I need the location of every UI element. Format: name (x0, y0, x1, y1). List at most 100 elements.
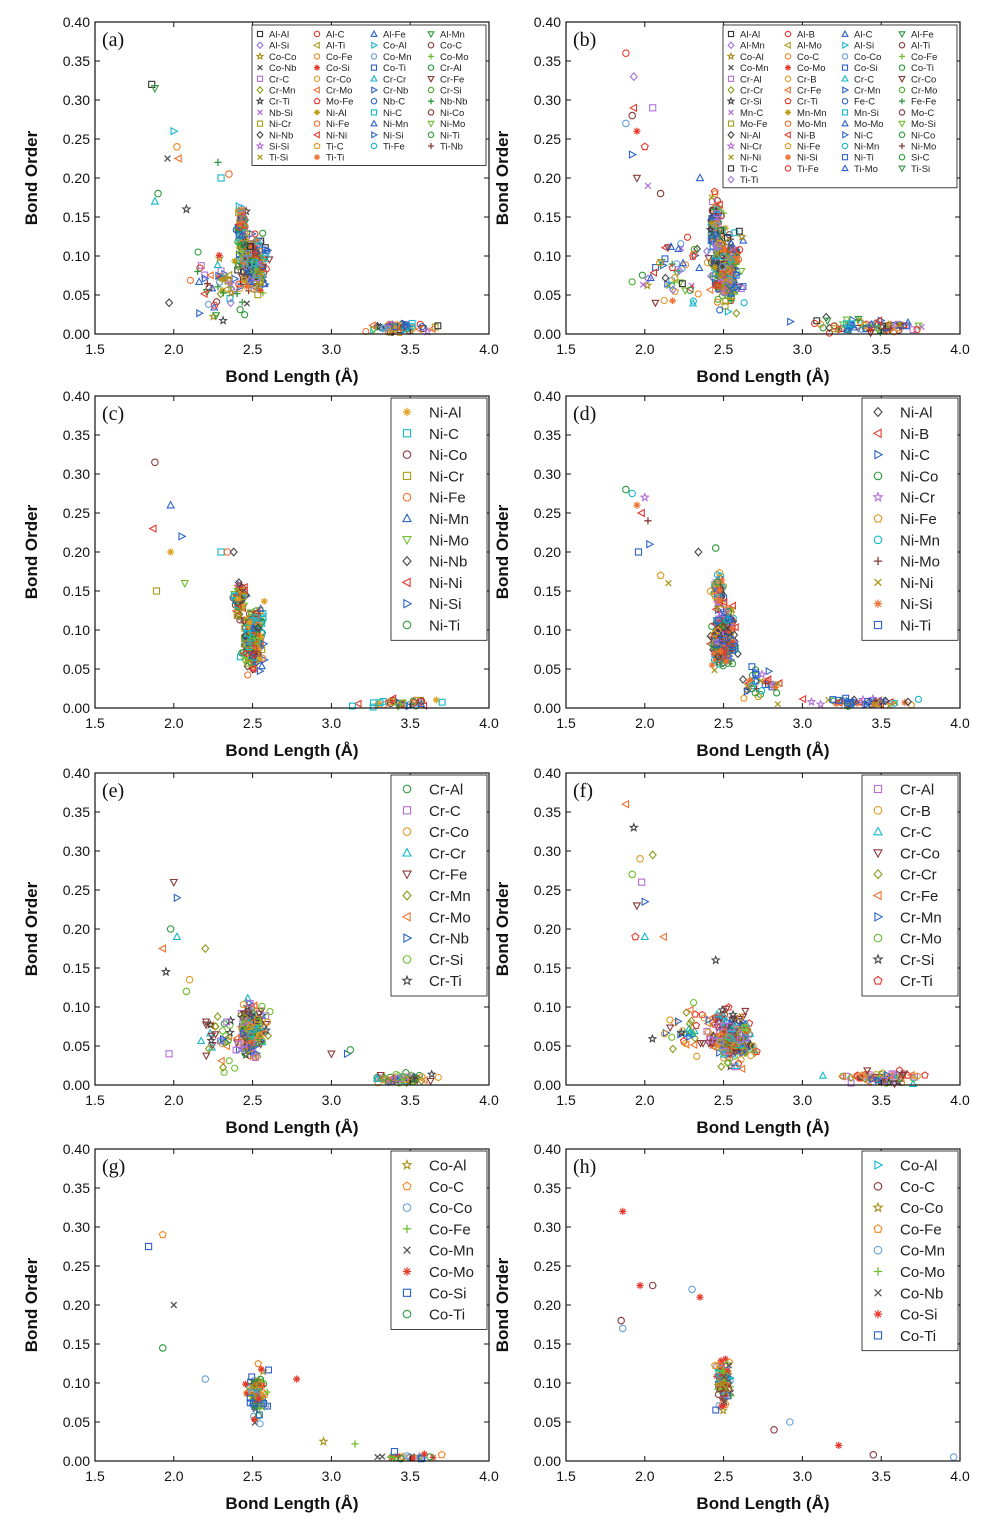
data-point (631, 932, 640, 941)
legend-label: Ni-Fe (429, 490, 466, 507)
legend-label: Cr-B (900, 803, 931, 820)
legend-label: Ti-Mo (854, 164, 878, 175)
data-point (386, 1453, 394, 1461)
data-point (696, 1293, 704, 1301)
data-point (218, 315, 228, 325)
legend-marker (370, 109, 378, 116)
data-point (241, 634, 248, 642)
legend-marker (402, 1224, 412, 1234)
data-point (218, 1027, 227, 1035)
y-tick-label: 0.00 (63, 1453, 90, 1469)
data-point (651, 299, 660, 308)
legend-label: Cr-Ti (900, 973, 933, 990)
y-tick-label: 0.40 (534, 1141, 561, 1157)
data-point (871, 701, 879, 708)
data-point (730, 1040, 739, 1050)
data-point (908, 1079, 918, 1087)
data-point (255, 1031, 264, 1039)
legend: Cr-Al Cr-B Cr-C Cr-Co Cr-Cr Cr-Fe Cr-Mn Cr-Mo Cr… (861, 774, 959, 997)
legend-marker (402, 536, 412, 546)
x-tick-label: 1.5 (556, 1092, 576, 1108)
data-point (194, 277, 204, 285)
data-point (786, 1418, 794, 1426)
data-point (181, 203, 192, 214)
legend-marker (427, 131, 435, 139)
data-point (688, 298, 698, 307)
data-point (224, 270, 233, 280)
data-point (243, 993, 252, 1002)
legend-label: Cr-Cr (900, 867, 937, 884)
data-point (386, 699, 395, 708)
data-point (246, 999, 254, 1007)
x-axis-title: Bond Length (Å) (225, 1494, 358, 1513)
x-tick-label: 3.0 (793, 1092, 813, 1108)
data-point (260, 597, 268, 605)
y-tick-label: 0.30 (63, 843, 90, 859)
legend-label: Ni-B (900, 426, 929, 443)
data-point (715, 660, 723, 668)
data-point (727, 1028, 737, 1038)
data-point (725, 278, 734, 288)
data-point (856, 1074, 864, 1082)
data-point (728, 1009, 738, 1019)
data-point (398, 699, 407, 708)
legend-marker (872, 1201, 884, 1213)
legend-marker (898, 75, 906, 83)
data-point (244, 659, 252, 667)
data-point (720, 1017, 730, 1026)
y-tick-label: 0.25 (63, 1258, 90, 1274)
x-axis-title: Bond Length (Å) (225, 741, 358, 760)
x-tick-label: 4.0 (950, 1468, 970, 1484)
legend-label: Co-Co (429, 1200, 472, 1217)
y-tick-label: 0.00 (534, 1453, 561, 1469)
data-point (758, 687, 766, 695)
data-point (236, 306, 244, 314)
data-point (253, 280, 264, 291)
data-point (245, 277, 255, 285)
data-point (724, 1050, 733, 1058)
x-tick-label: 2.5 (243, 1468, 263, 1484)
data-point (260, 1400, 268, 1407)
data-point (822, 312, 831, 322)
y-tick-label: 0.05 (63, 287, 90, 303)
data-point (737, 1013, 745, 1021)
data-point (864, 697, 872, 705)
y-tick-label: 0.25 (534, 882, 561, 898)
x-tick-label: 3.0 (322, 1092, 342, 1108)
data-point (731, 623, 739, 632)
legend-marker (873, 1245, 883, 1255)
data-point (164, 298, 174, 308)
legend-marker (783, 86, 791, 94)
legend-label: Cr-Al (440, 63, 462, 74)
legend-label: Al-Fe (383, 30, 406, 41)
legend-marker (402, 471, 412, 481)
y-tick-label: 0.40 (534, 388, 561, 404)
data-point (251, 1054, 259, 1061)
data-point (150, 196, 160, 205)
data-point (622, 49, 630, 57)
data-point (236, 250, 245, 259)
data-point (646, 273, 655, 282)
legend-marker (402, 806, 412, 815)
legend-marker (785, 64, 791, 71)
legend-label: Ni-Cr (429, 468, 464, 485)
data-point (638, 271, 646, 279)
legend-marker (898, 165, 906, 173)
legend-label: Ni-Si (429, 596, 462, 613)
data-point (723, 1367, 731, 1375)
legend-marker (314, 154, 320, 161)
legend-label: Cr-C (269, 74, 289, 85)
data-point (293, 1375, 301, 1383)
data-point (185, 975, 194, 984)
legend-label: Cr-Co (429, 824, 469, 841)
data-point (772, 683, 780, 691)
y-tick-label: 0.25 (534, 131, 561, 147)
data-point (903, 317, 913, 326)
data-point (949, 1453, 958, 1461)
data-point (165, 1050, 173, 1058)
data-point (409, 1454, 416, 1462)
panel-label: (f) (573, 780, 593, 802)
legend-label: Ni-Ni (326, 130, 347, 141)
data-point (716, 276, 727, 286)
